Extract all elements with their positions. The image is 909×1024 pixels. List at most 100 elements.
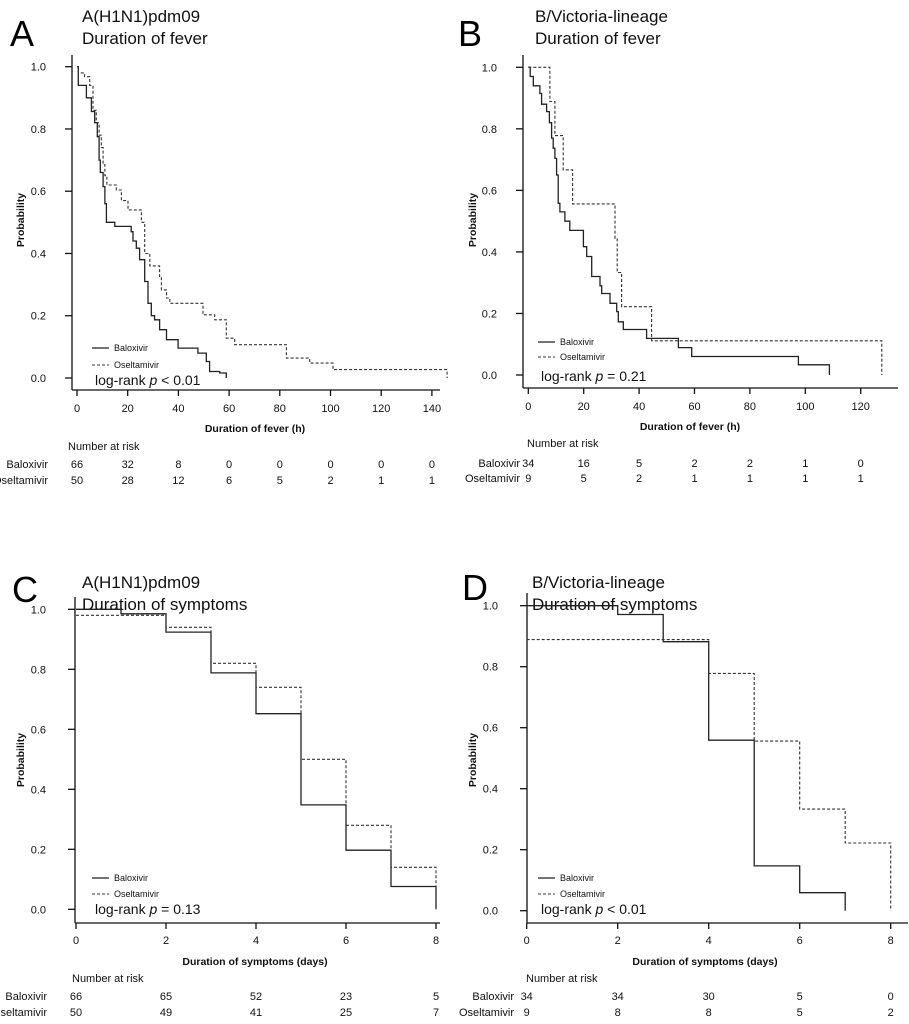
x-axis-label: Duration of fever (h) — [205, 423, 305, 435]
y-tick-label: 0.0 — [482, 370, 497, 382]
y-axis-label: Probability — [15, 733, 27, 787]
logrank-annotation: log-rank p = 0.21 — [541, 368, 647, 384]
x-tick-label: 0 — [73, 935, 79, 947]
risk-count: 12 — [172, 475, 184, 487]
survival-curve-oseltamivir — [526, 639, 892, 911]
logrank-annotation: log-rank p = 0.13 — [95, 901, 201, 917]
y-tick-label: 0.8 — [31, 124, 46, 136]
risk-row-label: Oseltamivir — [0, 1007, 47, 1019]
y-tick-label: 0.2 — [31, 844, 46, 856]
risk-count: 9 — [525, 473, 531, 485]
y-tick-label: 0.0 — [31, 904, 46, 916]
panel-title-line-2: Duration of symptoms — [532, 595, 697, 614]
risk-count: 2 — [747, 458, 753, 470]
x-axis-label: Duration of fever (h) — [640, 421, 740, 433]
y-tick-label: 0.6 — [31, 186, 46, 198]
x-tick-label: 80 — [274, 403, 286, 415]
risk-count: 34 — [521, 991, 533, 1003]
logrank-annotation: log-rank p < 0.01 — [541, 901, 647, 917]
risk-count: 32 — [122, 459, 134, 471]
panel-title-line-2: Duration of fever — [535, 29, 661, 48]
risk-count: 5 — [797, 991, 803, 1003]
logrank-prefix: log-rank — [541, 901, 595, 917]
risk-count: 5 — [277, 475, 283, 487]
risk-table-title: Number at risk — [526, 973, 598, 985]
x-tick-label: 100 — [321, 403, 339, 415]
risk-count: 41 — [250, 1007, 262, 1019]
survival-curve-oseltamivir — [528, 66, 883, 375]
risk-count: 0 — [429, 459, 435, 471]
y-axis-label: Probability — [467, 733, 479, 787]
y-tick-label: 0.6 — [483, 723, 498, 735]
survival-curve-baloxivir — [76, 608, 437, 910]
risk-count: 34 — [612, 991, 624, 1003]
risk-count: 0 — [277, 459, 283, 471]
panel-title-line-1: A(H1N1)pdm09 — [82, 7, 200, 26]
risk-count: 0 — [327, 459, 333, 471]
y-tick-label: 0.6 — [482, 185, 497, 197]
logrank-prefix: log-rank — [95, 901, 149, 917]
x-tick-label: 40 — [172, 403, 184, 415]
legend-label: Baloxivir — [114, 343, 148, 353]
risk-count: 9 — [524, 1007, 530, 1019]
logrank-value: < 0.01 — [157, 372, 200, 388]
risk-row-label: Oseltamivir — [465, 473, 520, 485]
legend-label: Oseltamivir — [560, 352, 605, 362]
x-tick-label: 8 — [433, 935, 439, 947]
panel-title-line-1: A(H1N1)pdm09 — [82, 573, 200, 592]
legend-label: Oseltamivir — [560, 889, 605, 899]
panel-letter: D — [462, 567, 488, 608]
survival-curve-oseltamivir — [76, 614, 437, 910]
x-tick-label: 120 — [852, 401, 870, 413]
risk-count: 8 — [706, 1007, 712, 1019]
logrank-annotation: log-rank p < 0.01 — [95, 372, 201, 388]
x-axis-label: Duration of symptoms (days) — [182, 956, 327, 968]
risk-row-label: Oseltamivir — [459, 1007, 514, 1019]
risk-count: 1 — [747, 473, 753, 485]
risk-count: 2 — [888, 1007, 894, 1019]
risk-count: 0 — [226, 459, 232, 471]
x-tick-label: 2 — [163, 935, 169, 947]
x-tick-label: 140 — [423, 403, 441, 415]
y-tick-label: 0.0 — [31, 373, 46, 385]
logrank-p: p — [594, 901, 603, 917]
risk-count: 5 — [797, 1007, 803, 1019]
risk-count: 66 — [70, 991, 82, 1003]
risk-count: 5 — [433, 991, 439, 1003]
risk-table-title: Number at risk — [68, 441, 140, 453]
x-tick-label: 20 — [122, 403, 134, 415]
risk-count: 1 — [802, 458, 808, 470]
risk-count: 25 — [340, 1007, 352, 1019]
risk-count: 65 — [160, 991, 172, 1003]
logrank-value: = 0.13 — [157, 901, 200, 917]
risk-count: 50 — [70, 1007, 82, 1019]
risk-count: 66 — [71, 459, 83, 471]
risk-row-label: Baloxivir — [478, 458, 520, 470]
risk-count: 34 — [522, 458, 534, 470]
legend-label: Baloxivir — [560, 337, 594, 347]
panel-title-line-1: B/Victoria-lineage — [532, 573, 665, 592]
x-tick-label: 60 — [223, 403, 235, 415]
panel-d: D B/Victoria-lineage Duration of symptoms 0… — [459, 567, 908, 1019]
y-tick-label: 0.8 — [31, 664, 46, 676]
y-tick-label: 0.6 — [31, 724, 46, 736]
risk-count: 1 — [858, 473, 864, 485]
risk-count: 6 — [226, 475, 232, 487]
logrank-value: = 0.21 — [603, 368, 646, 384]
risk-count: 2 — [327, 475, 333, 487]
panel-letter: C — [12, 569, 38, 610]
x-tick-label: 120 — [372, 403, 390, 415]
risk-count: 5 — [636, 458, 642, 470]
y-tick-label: 0.2 — [482, 308, 497, 320]
x-tick-label: 4 — [706, 935, 712, 947]
risk-count: 2 — [691, 458, 697, 470]
y-tick-label: 0.4 — [483, 784, 498, 796]
risk-row-label: Baloxivir — [5, 991, 47, 1003]
logrank-p: p — [594, 368, 603, 384]
risk-count: 5 — [581, 473, 587, 485]
legend-label: Oseltamivir — [114, 360, 159, 370]
risk-count: 2 — [636, 473, 642, 485]
y-tick-label: 0.8 — [483, 662, 498, 674]
y-tick-label: 0.4 — [482, 247, 497, 259]
risk-table-title: Number at risk — [72, 973, 144, 985]
